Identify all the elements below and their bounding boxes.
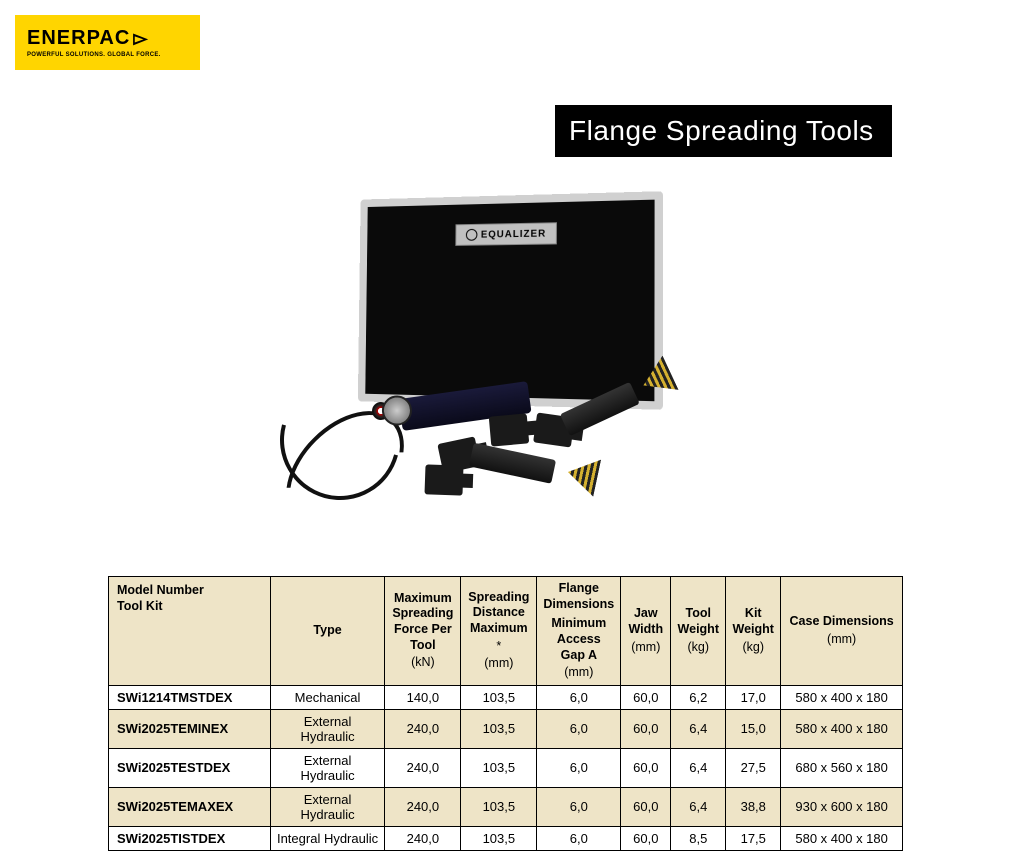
cell-type: External Hydraulic — [270, 787, 385, 826]
cell-dist: 103,5 — [461, 787, 537, 826]
table-header-row: Model Number Tool Kit Type Maximum Sprea… — [109, 577, 903, 686]
cell-dist: 103,5 — [461, 748, 537, 787]
spec-table-container: Model Number Tool Kit Type Maximum Sprea… — [108, 576, 903, 851]
cell-jaw: 60,0 — [621, 685, 671, 709]
cell-kw: 15,0 — [726, 709, 781, 748]
cell-type: External Hydraulic — [270, 748, 385, 787]
header-case-label: Case Dimensions — [790, 614, 894, 628]
header-kw-label: Kit Weight — [733, 606, 774, 636]
cell-kw: 17,5 — [726, 826, 781, 850]
header-force-label: Maximum Spreading Force Per Tool — [392, 591, 453, 652]
cell-force: 240,0 — [385, 709, 461, 748]
cell-model: SWi2025TESTDEX — [109, 748, 271, 787]
cell-kw: 27,5 — [726, 748, 781, 787]
spec-table-body: SWi1214TMSTDEX Mechanical 140,0 103,5 6,… — [109, 685, 903, 850]
page-title-block: Flange Spreading Tools — [555, 105, 892, 157]
table-row: SWi1214TMSTDEX Mechanical 140,0 103,5 6,… — [109, 685, 903, 709]
cell-flange: 6,0 — [537, 685, 621, 709]
cell-model: SWi2025TEMINEX — [109, 709, 271, 748]
header-distance-star: * — [467, 639, 530, 655]
cell-case: 680 x 560 x 180 — [781, 748, 903, 787]
brand-logo: ENERPAC ▻ POWERFUL SOLUTIONS. GLOBAL FOR… — [15, 15, 200, 70]
cell-type: Mechanical — [270, 685, 385, 709]
cell-case: 580 x 400 x 180 — [781, 709, 903, 748]
header-case-unit: (mm) — [787, 632, 896, 648]
flange-spreader-icon — [556, 359, 675, 446]
header-kit-weight: Kit Weight (kg) — [726, 577, 781, 686]
header-distance: Spreading Distance Maximum * (mm) — [461, 577, 537, 686]
cell-jaw: 60,0 — [621, 748, 671, 787]
cell-model: SWi2025TISTDEX — [109, 826, 271, 850]
cell-force: 240,0 — [385, 748, 461, 787]
cell-flange: 6,0 — [537, 787, 621, 826]
cell-force: 240,0 — [385, 787, 461, 826]
header-type: Type — [270, 577, 385, 686]
product-image: EQUALIZER — [260, 185, 720, 545]
cell-tw: 6,4 — [671, 709, 726, 748]
cell-model: SWi2025TEMAXEX — [109, 787, 271, 826]
header-flange-label: Flange Dimensions — [543, 581, 614, 611]
table-row: SWi2025TEMAXEX External Hydraulic 240,0 … — [109, 787, 903, 826]
cell-type: Integral Hydraulic — [270, 826, 385, 850]
header-tw-unit: (kg) — [677, 640, 719, 656]
brand-text: ENERPAC — [27, 27, 130, 50]
cell-dist: 103,5 — [461, 709, 537, 748]
brand-name: ENERPAC ▻ — [27, 27, 200, 50]
cell-force: 140,0 — [385, 685, 461, 709]
header-jaw-label: Jaw Width — [628, 606, 663, 636]
table-row: SWi2025TEMINEX External Hydraulic 240,0 … — [109, 709, 903, 748]
cell-dist: 103,5 — [461, 826, 537, 850]
cell-type: External Hydraulic — [270, 709, 385, 748]
cell-flange: 6,0 — [537, 709, 621, 748]
cell-case: 580 x 400 x 180 — [781, 826, 903, 850]
cell-tw: 6,4 — [671, 748, 726, 787]
header-model-sub: Tool Kit — [117, 599, 163, 613]
page-title: Flange Spreading Tools — [569, 115, 874, 146]
header-jaw-unit: (mm) — [627, 640, 664, 656]
table-row: SWi2025TESTDEX External Hydraulic 240,0 … — [109, 748, 903, 787]
cell-jaw: 60,0 — [621, 787, 671, 826]
cell-case: 930 x 600 x 180 — [781, 787, 903, 826]
cell-tw: 6,2 — [671, 685, 726, 709]
header-tool-weight: Tool Weight (kg) — [671, 577, 726, 686]
case-brand-label: EQUALIZER — [455, 222, 557, 246]
header-kw-unit: (kg) — [732, 640, 774, 656]
cell-tw: 6,4 — [671, 787, 726, 826]
header-flange-sub: Minimum Access Gap A — [543, 616, 614, 663]
header-jaw: Jaw Width (mm) — [621, 577, 671, 686]
header-distance-label: Spreading Distance Maximum — [468, 590, 529, 635]
header-force: Maximum Spreading Force Per Tool (kN) — [385, 577, 461, 686]
cell-force: 240,0 — [385, 826, 461, 850]
tool-group — [290, 360, 690, 540]
header-distance-unit: (mm) — [467, 656, 530, 672]
cell-tw: 8,5 — [671, 826, 726, 850]
cell-kw: 38,8 — [726, 787, 781, 826]
spec-table: Model Number Tool Kit Type Maximum Sprea… — [108, 576, 903, 851]
header-model: Model Number Tool Kit — [109, 577, 271, 686]
header-flange-unit: (mm) — [543, 665, 614, 681]
cell-flange: 6,0 — [537, 826, 621, 850]
header-tw-label: Tool Weight — [678, 606, 719, 636]
cell-flange: 6,0 — [537, 748, 621, 787]
header-model-label: Model Number — [117, 583, 204, 597]
cell-kw: 17,0 — [726, 685, 781, 709]
header-case: Case Dimensions (mm) — [781, 577, 903, 686]
stepped-block-icon — [424, 464, 463, 495]
brand-tagline: POWERFUL SOLUTIONS. GLOBAL FORCE. — [27, 52, 200, 58]
header-force-unit: (kN) — [391, 655, 454, 671]
cell-dist: 103,5 — [461, 685, 537, 709]
table-row: SWi2025TISTDEX Integral Hydraulic 240,0 … — [109, 826, 903, 850]
brand-arrow-icon: ▻ — [133, 26, 148, 51]
header-flange: Flange Dimensions Minimum Access Gap A (… — [537, 577, 621, 686]
cell-jaw: 60,0 — [621, 826, 671, 850]
cell-case: 580 x 400 x 180 — [781, 685, 903, 709]
cell-model: SWi1214TMSTDEX — [109, 685, 271, 709]
cell-jaw: 60,0 — [621, 709, 671, 748]
